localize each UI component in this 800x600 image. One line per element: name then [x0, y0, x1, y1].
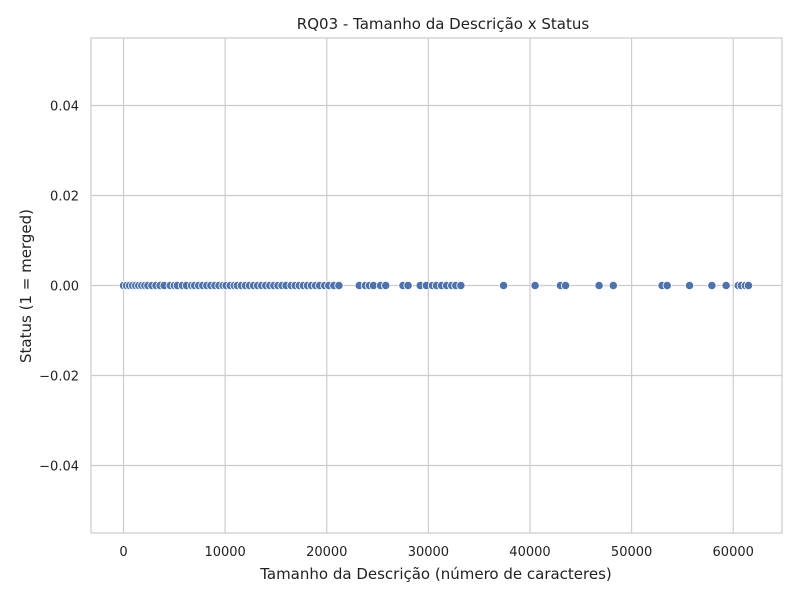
y-tick-label: −0.02 — [39, 370, 79, 385]
y-tick-label: 0.02 — [50, 190, 79, 205]
y-tick-label: 0.04 — [50, 100, 79, 115]
data-point — [403, 280, 413, 291]
data-point — [707, 280, 717, 291]
data-point — [334, 280, 344, 291]
data-point — [530, 280, 540, 291]
x-tick-label: 50000 — [611, 545, 652, 560]
y-tick-labels: 0.04 0.02 0.00 −0.02 −0.04 — [39, 100, 79, 475]
y-axis-label: Status (1 = merged) — [17, 209, 35, 363]
x-axis-label: Tamanho da Descrição (número de caracter… — [259, 565, 612, 583]
data-point — [721, 280, 731, 291]
data-point — [684, 280, 695, 291]
y-tick-label: 0.00 — [50, 280, 79, 295]
y-tick-label: −0.04 — [39, 460, 79, 475]
data-point — [498, 280, 509, 291]
data-point — [560, 280, 571, 291]
data-point — [456, 280, 466, 291]
x-tick-label: 20000 — [306, 545, 347, 560]
x-tick-label: 60000 — [713, 545, 754, 560]
data-point — [743, 280, 754, 291]
data-point — [594, 280, 604, 291]
data-point — [381, 280, 391, 291]
x-tick-label: 10000 — [204, 545, 245, 560]
x-tick-label: 0 — [119, 545, 127, 560]
data-points — [118, 280, 754, 291]
plot-area-frame — [90, 37, 783, 534]
chart-title: RQ03 - Tamanho da Descrição x Status — [297, 15, 590, 33]
x-tick-label: 30000 — [408, 545, 449, 560]
data-point — [608, 280, 618, 291]
x-tick-labels: 0 10000 20000 30000 40000 50000 60000 — [119, 545, 754, 560]
data-point — [662, 280, 672, 291]
x-tick-label: 40000 — [509, 545, 550, 560]
